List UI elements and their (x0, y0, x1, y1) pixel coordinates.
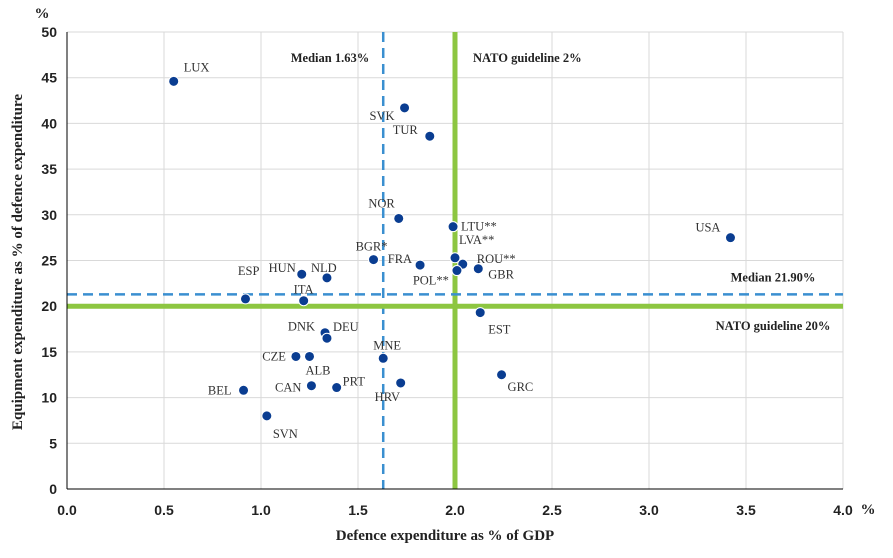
data-point-alb (304, 350, 315, 362)
data-point-cze (290, 350, 302, 362)
data-point-lva (449, 252, 461, 264)
point-label-deu: DEU (333, 320, 359, 334)
point-label-esp: ESP (238, 264, 260, 278)
x-tick-label: 0.5 (154, 502, 174, 518)
y-axis-title: Equipment expenditure as % of defence ex… (10, 94, 26, 430)
x-tick-label: 4.0 (833, 502, 853, 518)
y-tick-label: 15 (41, 344, 57, 360)
y-axis-unit: % (35, 6, 50, 22)
x-tick-label: 2.5 (542, 502, 562, 518)
data-point-lux (168, 75, 180, 87)
point-label-prt: PRT (343, 375, 366, 389)
point-label-rou: ROU** (477, 252, 516, 266)
point-label-est: EST (488, 323, 511, 337)
data-point-mne (377, 352, 389, 364)
y-tick-label: 50 (41, 24, 57, 40)
point-label-bgr: BGR* (356, 240, 388, 254)
x-tick-label: 3.0 (639, 502, 659, 518)
data-point-nld (321, 272, 333, 284)
data-point-tur (424, 130, 436, 142)
x-tick-label: 3.5 (736, 502, 756, 518)
y-tick-label: 25 (41, 253, 57, 269)
point-label-svk: SVK (370, 109, 395, 123)
y-tick-label: 30 (41, 207, 57, 223)
data-point-fra (414, 259, 426, 271)
point-label-dnk: DNK (288, 320, 315, 334)
point-label-nld: NLD (311, 261, 337, 275)
point-label-lux: LUX (184, 60, 210, 74)
point-label-can: CAN (275, 381, 301, 395)
point-label-bel: BEL (208, 383, 232, 397)
point-label-nor: NOR (368, 196, 395, 210)
point-label-ita: ITA (294, 283, 314, 297)
point-label-cze: CZE (262, 349, 286, 363)
data-point-nor (393, 212, 405, 224)
reference-line-label: Median 1.63% (291, 51, 369, 65)
x-axis-unit: % (861, 502, 876, 518)
point-label-fra: FRA (388, 252, 412, 266)
tick-labels: 0.0 0.5 1.0 1.5 2.0 2.5 3.0 3.5 4.0 0 5 10 15 20 25 30 3… (41, 24, 853, 518)
point-label-grc: GRC (508, 380, 534, 394)
point-label-gbr: GBR (488, 268, 514, 282)
y-tick-label: 20 (41, 298, 57, 314)
y-tick-label: 5 (49, 435, 57, 451)
axes (66, 32, 843, 490)
data-point-bgr (368, 254, 380, 266)
reference-line-label: NATO guideline 2% (473, 51, 582, 65)
point-label-alb: ALB (306, 363, 331, 377)
data-point-hrv (395, 377, 407, 389)
data-point-hun (296, 268, 308, 280)
x-tick-label: 1.5 (348, 502, 368, 518)
x-tick-label: 0.0 (57, 502, 77, 518)
point-label-ltu: LTU** (461, 220, 497, 234)
point-label-hrv: HRV (375, 390, 400, 404)
x-tick-label: 1.0 (251, 502, 271, 518)
y-tick-label: 0 (49, 481, 57, 497)
data-point-est (474, 307, 486, 319)
data-point-svk (399, 102, 411, 114)
x-axis-title: Defence expenditure as % of GDP (336, 528, 554, 544)
data-point-can (305, 380, 317, 392)
data-point-prt (331, 382, 343, 394)
y-tick-label: 10 (41, 390, 57, 406)
data-point-grc (496, 369, 508, 381)
data-points (168, 75, 736, 422)
annotations: Median 1.63% NATO guideline 2% Median 21.9… (291, 51, 831, 333)
x-tick-label: 2.0 (445, 502, 465, 518)
y-tick-label: 45 (41, 70, 57, 86)
y-tick-label: 35 (41, 161, 57, 177)
data-point-deu (321, 332, 333, 344)
data-point-svn (261, 410, 273, 422)
data-point-gbr (472, 263, 484, 275)
data-point-ita (298, 295, 310, 307)
point-label-hun: HUN (269, 261, 296, 275)
data-point-pol (451, 265, 463, 277)
point-label-pol: POL** (413, 274, 449, 288)
reference-line-label: NATO guideline 20% (716, 319, 831, 333)
point-label-svn: SVN (273, 427, 298, 441)
point-label-tur: TUR (393, 123, 419, 137)
data-point-esp (239, 293, 251, 305)
point-label-lva: LVA** (459, 233, 494, 247)
data-point-ltu (447, 221, 459, 233)
data-point-bel (238, 384, 250, 396)
reference-line-label: Median 21.90% (731, 270, 816, 284)
y-tick-label: 40 (41, 115, 57, 131)
data-point-usa (724, 232, 736, 244)
point-label-mne: MNE (373, 338, 401, 352)
point-label-usa: USA (695, 221, 720, 235)
